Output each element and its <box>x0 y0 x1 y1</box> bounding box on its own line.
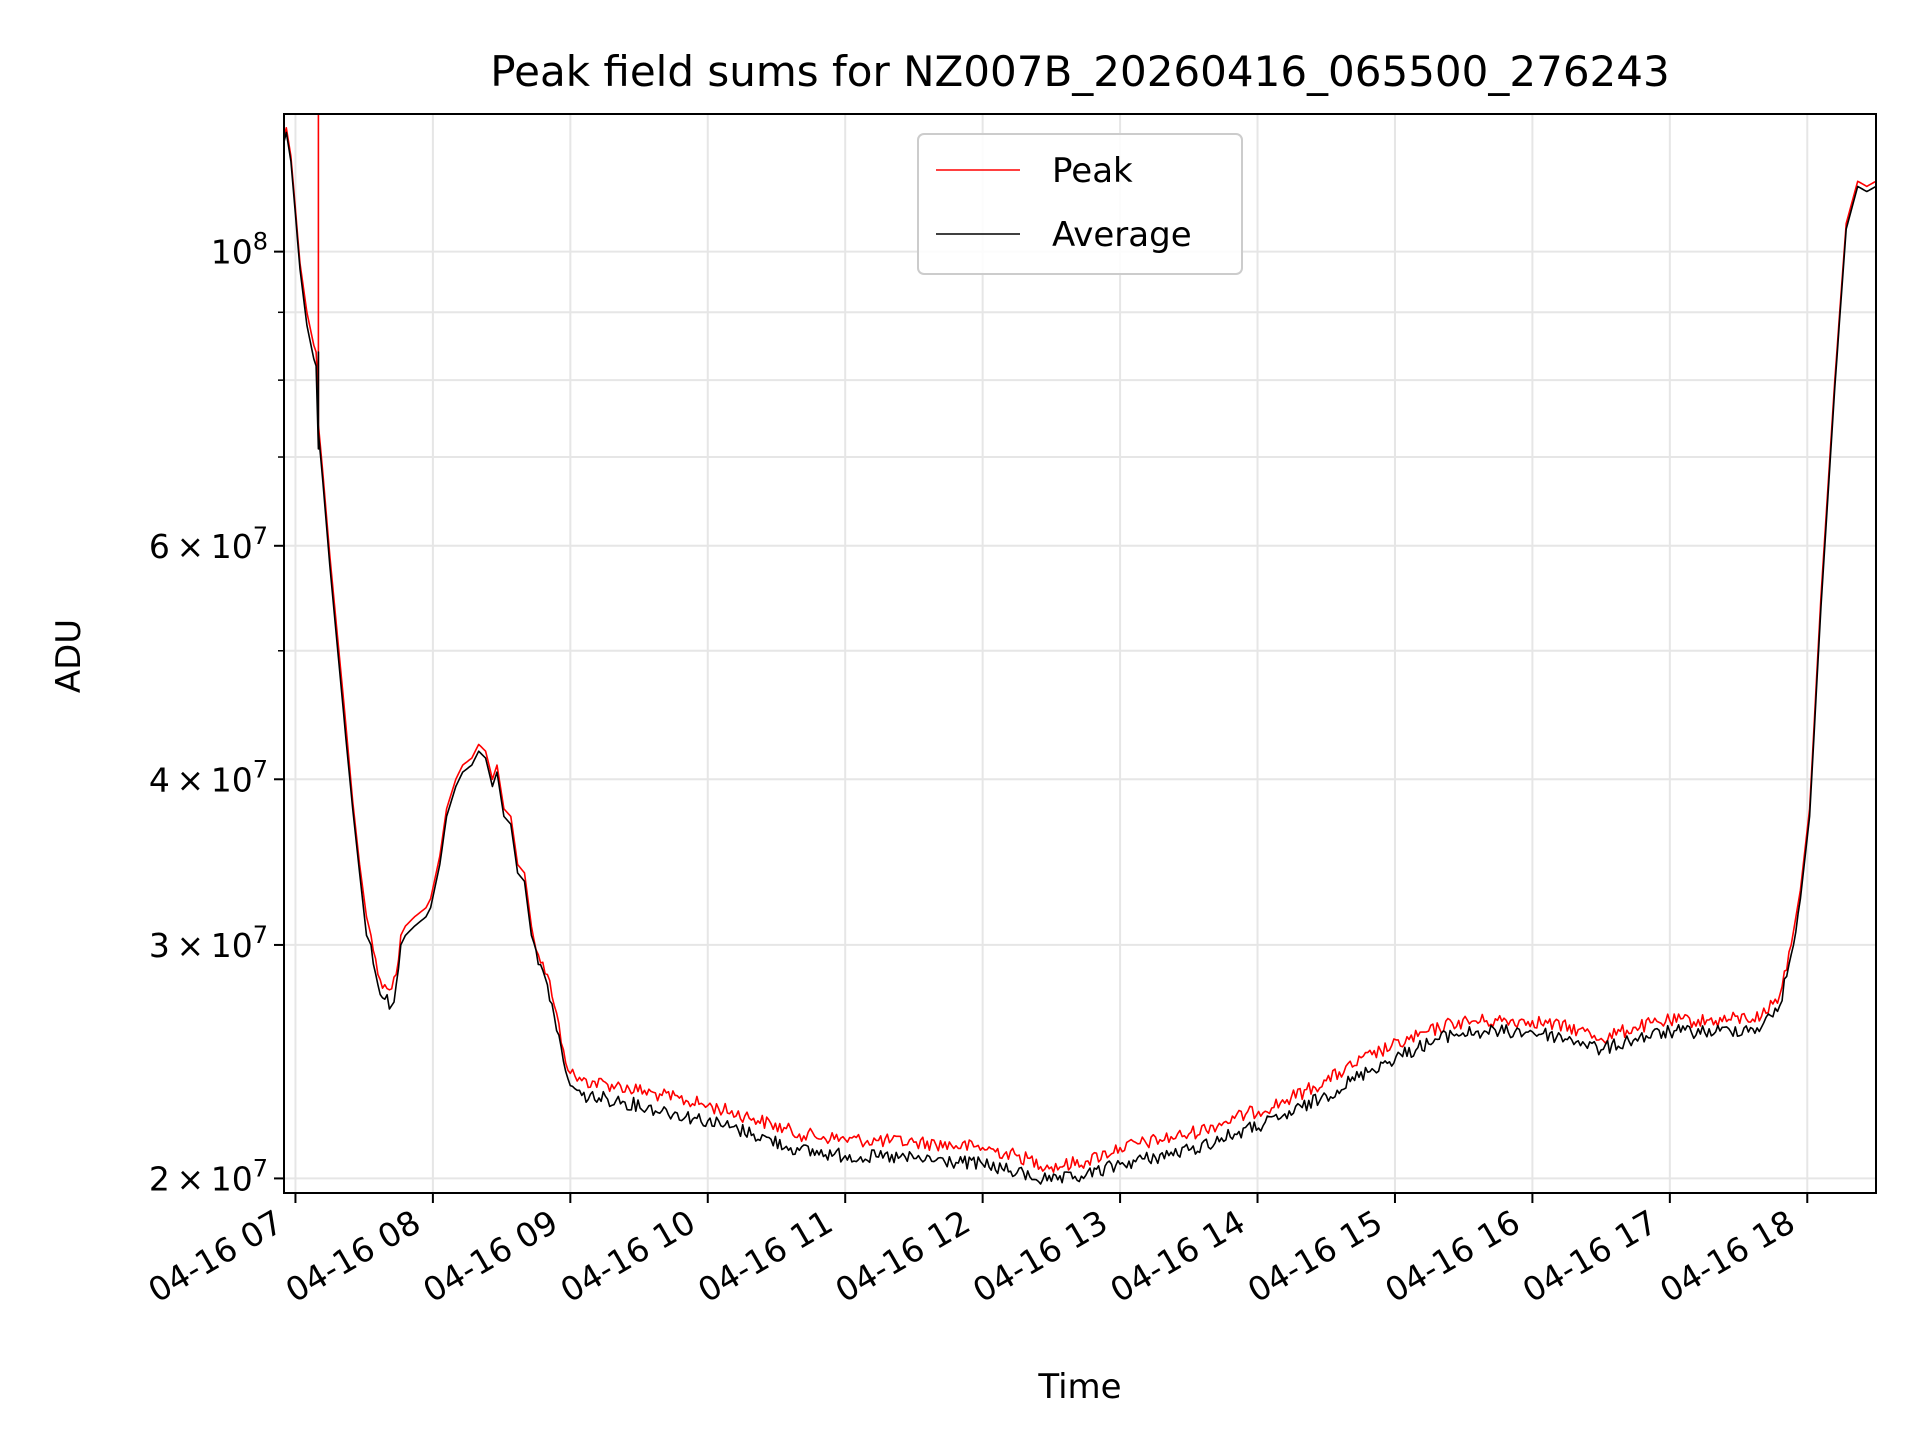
y-tick-mantissa: 6 × 10 <box>149 527 253 566</box>
series-line-peak <box>283 113 1877 1173</box>
y-tick-exponent: 7 <box>253 1154 268 1182</box>
y-tick-mantissa: 4 × 10 <box>149 760 253 799</box>
y-tick-label: 108 <box>211 228 268 272</box>
y-tick-label: 6 × 107 <box>149 522 268 566</box>
series-lines <box>283 113 1877 1185</box>
y-tick-mantissa: 3 × 10 <box>149 926 253 965</box>
y-tick-exponent: 7 <box>253 921 268 949</box>
legend: Peak Average <box>917 133 1243 275</box>
y-tick-label: 3 × 107 <box>149 921 268 965</box>
y-tick-mantissa: 2 × 10 <box>149 1159 253 1198</box>
y-tick-mantissa: 10 <box>211 233 253 272</box>
y-tick-exponent: 7 <box>253 522 268 550</box>
plot-frame <box>283 113 1877 1194</box>
y-axis-label: ADU <box>49 619 89 693</box>
series-line-average <box>283 131 1877 1185</box>
y-tick-exponent: 8 <box>253 228 268 256</box>
grid-lines <box>284 114 1876 1193</box>
y-tick-label: 4 × 107 <box>149 755 268 799</box>
y-tick-exponent: 7 <box>253 755 268 783</box>
legend-box <box>917 133 1243 275</box>
x-axis-label: Time <box>1037 1367 1121 1407</box>
legend-label-average: Average <box>1052 215 1192 255</box>
chart-title: Peak field sums for NZ007B_20260416_0655… <box>490 47 1669 96</box>
y-tick-label: 2 × 107 <box>149 1154 268 1198</box>
legend-label-peak: Peak <box>1052 151 1133 191</box>
